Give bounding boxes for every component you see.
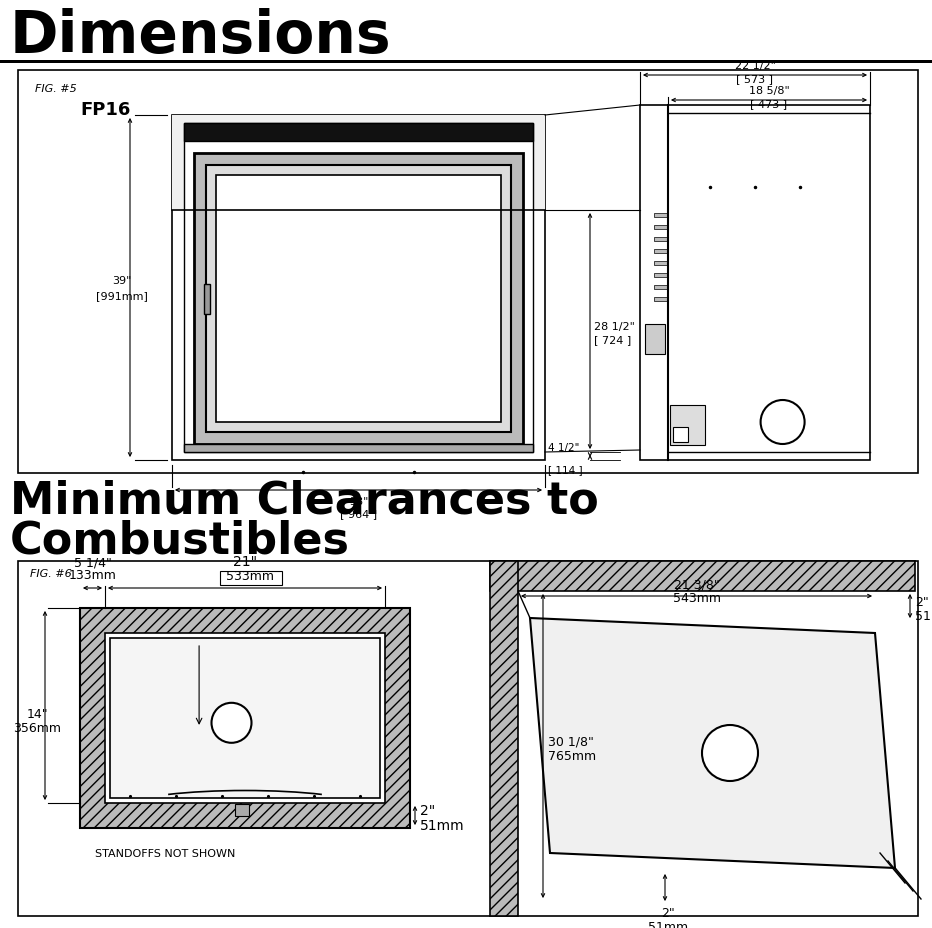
Text: Dimensions: Dimensions <box>10 8 391 65</box>
Bar <box>654 274 668 277</box>
Bar <box>0 61 932 64</box>
Text: 4 1/2": 4 1/2" <box>548 443 580 453</box>
Text: 22 1/2": 22 1/2" <box>734 61 775 71</box>
Text: Combustibles: Combustibles <box>10 519 350 561</box>
Text: [ 724 ]: [ 724 ] <box>594 335 631 344</box>
Bar <box>673 428 688 443</box>
Bar <box>204 285 210 315</box>
Text: 133mm: 133mm <box>69 568 116 581</box>
Bar <box>105 633 385 803</box>
Circle shape <box>702 725 758 781</box>
Circle shape <box>761 401 804 445</box>
Bar <box>654 262 668 265</box>
Bar <box>184 123 533 453</box>
Bar <box>654 286 668 290</box>
Text: 5 1/4": 5 1/4" <box>74 555 112 568</box>
Bar <box>654 213 668 218</box>
Text: 14": 14" <box>26 707 48 720</box>
Text: 30 1/8": 30 1/8" <box>548 735 594 748</box>
Bar <box>490 561 915 591</box>
Bar <box>220 572 282 586</box>
Text: Minimum Clearances to: Minimum Clearances to <box>10 480 598 522</box>
Text: 38": 38" <box>349 496 368 507</box>
Text: 2": 2" <box>915 596 929 609</box>
Bar <box>490 561 518 916</box>
Bar <box>194 154 523 445</box>
Text: 51mm: 51mm <box>648 920 688 928</box>
Bar <box>654 238 668 241</box>
Text: 18 5/8": 18 5/8" <box>748 86 789 96</box>
Text: STANDOFFS NOT SHOWN: STANDOFFS NOT SHOWN <box>95 848 236 858</box>
Bar <box>184 445 533 453</box>
Bar <box>654 250 668 253</box>
Text: 2": 2" <box>420 804 435 818</box>
Text: 28 1/2": 28 1/2" <box>594 322 635 331</box>
Text: [ 573 ]: [ 573 ] <box>736 74 774 84</box>
Bar <box>184 123 533 142</box>
Bar <box>645 324 665 354</box>
Bar <box>654 298 668 302</box>
Text: 51mm: 51mm <box>420 818 465 832</box>
Text: 2": 2" <box>661 906 675 919</box>
Text: 21 3/8": 21 3/8" <box>674 578 720 591</box>
Bar <box>654 226 668 230</box>
Text: [ 473 ]: [ 473 ] <box>750 99 788 109</box>
Bar <box>172 116 545 460</box>
Text: 39": 39" <box>113 276 131 285</box>
Text: 21": 21" <box>233 554 257 568</box>
Bar <box>184 123 533 142</box>
Bar <box>670 406 705 445</box>
Bar <box>206 166 511 432</box>
Text: 356mm: 356mm <box>13 722 61 735</box>
Bar <box>216 175 501 422</box>
Text: [ 964 ]: [ 964 ] <box>340 509 377 519</box>
Polygon shape <box>530 618 895 868</box>
Text: FP16: FP16 <box>80 101 130 119</box>
Text: 765mm: 765mm <box>548 750 596 763</box>
Text: FIG. #5: FIG. #5 <box>35 84 76 94</box>
Bar <box>235 805 249 816</box>
Text: 533mm: 533mm <box>226 570 274 583</box>
Bar <box>80 609 410 828</box>
Bar <box>18 71 918 473</box>
Circle shape <box>212 703 252 743</box>
Text: 51mm: 51mm <box>915 609 932 622</box>
Text: [ 114 ]: [ 114 ] <box>548 465 582 474</box>
Text: FIG. #6: FIG. #6 <box>30 568 72 578</box>
Text: [991mm]: [991mm] <box>96 291 148 302</box>
Bar <box>172 116 545 211</box>
Bar <box>18 561 918 916</box>
Bar <box>110 638 380 798</box>
Text: 543mm: 543mm <box>673 591 720 604</box>
Bar <box>640 106 870 460</box>
